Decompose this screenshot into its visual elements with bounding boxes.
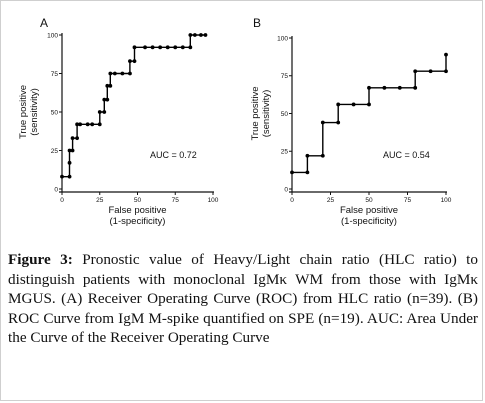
- roc-point-a: [165, 45, 170, 50]
- y-tick-label-b: 50: [281, 111, 289, 118]
- roc-point-b: [336, 120, 341, 125]
- x-tick-label-b: 0: [290, 197, 294, 204]
- x-tick-label-a: 75: [172, 197, 180, 204]
- x-tick-label-b: 75: [404, 197, 412, 204]
- roc-point-b: [351, 102, 356, 107]
- roc-point-b: [320, 153, 325, 158]
- roc-point-a: [188, 33, 193, 37]
- roc-point-a: [199, 33, 203, 37]
- x-tick-label-a: 25: [96, 197, 104, 204]
- roc-point-a: [173, 45, 178, 50]
- panel-letter-b: B: [253, 16, 261, 30]
- roc-point-b: [413, 85, 418, 90]
- auc-annotation-a: AUC = 0.72: [150, 150, 197, 160]
- roc-point-b: [428, 69, 433, 74]
- roc-point-a: [112, 71, 117, 76]
- roc-point-a: [105, 83, 110, 88]
- roc-point-a: [105, 97, 110, 102]
- y-tick-label-a: 25: [51, 148, 59, 155]
- x-axis-title-b: False positive: [340, 205, 398, 216]
- x-axis-title-a: False positive: [108, 205, 166, 216]
- roc-point-a: [203, 33, 208, 37]
- roc-point-b: [444, 69, 448, 74]
- y-tick-label-b: 25: [281, 149, 289, 156]
- roc-point-b: [382, 85, 387, 90]
- roc-point-b: [320, 120, 325, 125]
- roc-point-b: [444, 52, 448, 57]
- roc-point-a: [97, 122, 102, 127]
- roc-point-a: [150, 45, 155, 50]
- x-tick-label-a: 100: [208, 197, 219, 204]
- y-axis-title-a: True positive: [18, 85, 29, 139]
- roc-point-a: [132, 59, 137, 64]
- y-tick-label-a: 0: [54, 186, 58, 193]
- x-tick-label-a: 0: [60, 197, 64, 204]
- figure-caption: Figure 3: Pronostic value of Heavy/Light…: [8, 250, 478, 348]
- y-tick-label-a: 100: [47, 32, 58, 39]
- roc-point-a: [120, 71, 125, 76]
- roc-point-b: [336, 102, 341, 107]
- roc-point-a: [132, 45, 137, 50]
- y-tick-label-b: 0: [284, 186, 288, 193]
- caption-text: Pronostic value of Heavy/Light chain rat…: [8, 251, 478, 347]
- roc-point-a: [180, 45, 185, 50]
- roc-point-a: [102, 97, 107, 102]
- roc-point-a: [192, 33, 197, 37]
- x-tick-label-b: 25: [327, 197, 335, 204]
- x-tick-label-b: 50: [365, 197, 373, 204]
- roc-point-b: [397, 85, 402, 90]
- roc-point-a: [78, 122, 83, 127]
- roc-point-a: [70, 136, 75, 141]
- y-tick-label-a: 50: [51, 109, 59, 116]
- roc-point-a: [60, 174, 64, 179]
- roc-point-b: [290, 170, 294, 175]
- x-tick-label-b: 100: [441, 197, 452, 204]
- y-axis-title-a: (sensitivity): [29, 88, 40, 136]
- roc-point-b: [413, 69, 418, 74]
- roc-point-a: [70, 148, 75, 153]
- caption-label: Figure 3:: [8, 251, 73, 268]
- y-tick-label-b: 75: [281, 73, 289, 80]
- roc-point-a: [108, 83, 113, 88]
- roc-point-a: [67, 148, 72, 153]
- x-axis-title-b: (1-specificity): [341, 216, 397, 227]
- roc-panel-a: A 0 25 50 75 100 0 25 50 75 100 False positive(1-sp…: [18, 16, 219, 227]
- roc-point-a: [75, 136, 79, 141]
- roc-point-b: [305, 170, 310, 175]
- roc-point-a: [143, 45, 147, 50]
- y-axis-title-b: True positive: [250, 86, 261, 140]
- roc-point-b: [367, 85, 371, 90]
- auc-annotation-b: AUC = 0.54: [383, 150, 430, 160]
- roc-panel-b: B 0 25 50 75 100 0 25 50 75 100 False positive(1-sp…: [250, 16, 452, 227]
- roc-point-a: [188, 45, 193, 50]
- panel-letter-a: A: [40, 16, 48, 30]
- x-tick-label-a: 50: [134, 197, 142, 204]
- roc-point-a: [67, 174, 72, 179]
- roc-point-a: [108, 71, 113, 76]
- roc-point-a: [67, 160, 72, 165]
- roc-point-a: [158, 45, 163, 50]
- roc-point-a: [128, 71, 132, 76]
- x-axis-title-a: (1-specificity): [110, 216, 166, 227]
- y-axis-title-b: (sensitivity): [261, 90, 272, 138]
- y-tick-label-a: 75: [51, 71, 59, 78]
- y-tick-label-b: 100: [277, 35, 288, 42]
- roc-point-b: [305, 153, 310, 158]
- roc-point-a: [75, 122, 79, 127]
- roc-point-a: [102, 110, 107, 114]
- roc-point-a: [128, 59, 132, 64]
- roc-point-a: [90, 122, 95, 127]
- roc-point-a: [97, 110, 102, 114]
- roc-point-a: [85, 122, 90, 127]
- roc-point-b: [367, 102, 371, 107]
